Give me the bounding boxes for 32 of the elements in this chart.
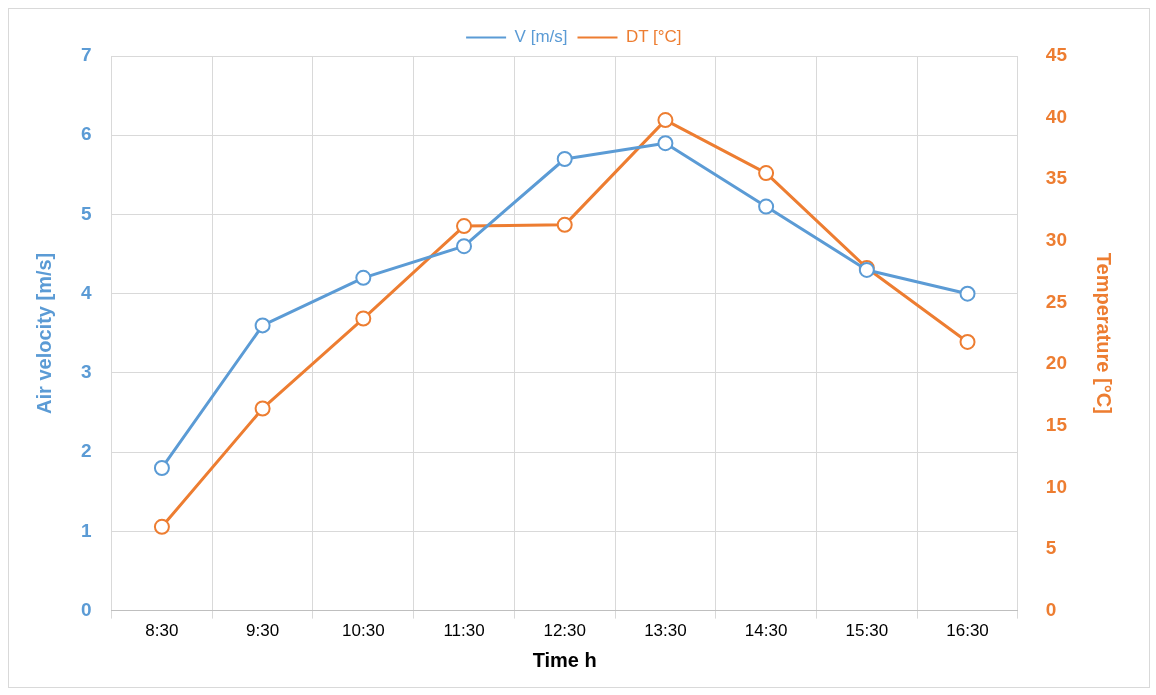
y2-tick-label: 40: [1045, 105, 1068, 127]
x-tick-label: 14:30: [744, 621, 788, 641]
y2-tick-label: 0: [1045, 598, 1057, 620]
y2-tick-label: 35: [1045, 167, 1068, 189]
y-tick-label: 5: [80, 202, 92, 224]
legend-label: V [m/s]: [514, 27, 568, 47]
x-tick-label: 13:30: [644, 621, 687, 641]
y2-tick-label: 5: [1045, 537, 1057, 559]
y-tick-label: 7: [80, 44, 92, 66]
y2-tick-label: 30: [1045, 229, 1068, 251]
x-tick-label: 12:30: [543, 621, 586, 641]
y-tick-label: 3: [80, 361, 92, 383]
y2-tick-label: 15: [1045, 413, 1068, 435]
x-tick-label: 16:30: [946, 621, 989, 641]
y-tick-label: 4: [80, 281, 92, 303]
x-tick-label: 9:30: [246, 621, 280, 641]
x-tick-label: 10:30: [342, 621, 385, 641]
y2-tick-label: 25: [1045, 290, 1068, 312]
x-axis-title: Time h: [532, 648, 597, 671]
y2-tick-label: 10: [1045, 475, 1068, 497]
x-tick-label: 8:30: [145, 621, 179, 641]
y2-axis-title: Temperature [°C]: [1093, 252, 1116, 414]
y-axis-title: Air velocity [m/s]: [32, 252, 55, 414]
y2-tick-label: 20: [1045, 352, 1068, 374]
x-tick-label: 15:30: [845, 621, 889, 641]
legend-label: DT [°C]: [625, 27, 682, 47]
y-tick-label: 0: [80, 598, 92, 620]
y2-tick-label: 45: [1045, 44, 1068, 66]
y-tick-label: 1: [80, 519, 92, 541]
x-tick-label: 11:30: [443, 621, 485, 641]
y-tick-label: 6: [80, 123, 92, 145]
y-tick-label: 2: [80, 440, 92, 462]
